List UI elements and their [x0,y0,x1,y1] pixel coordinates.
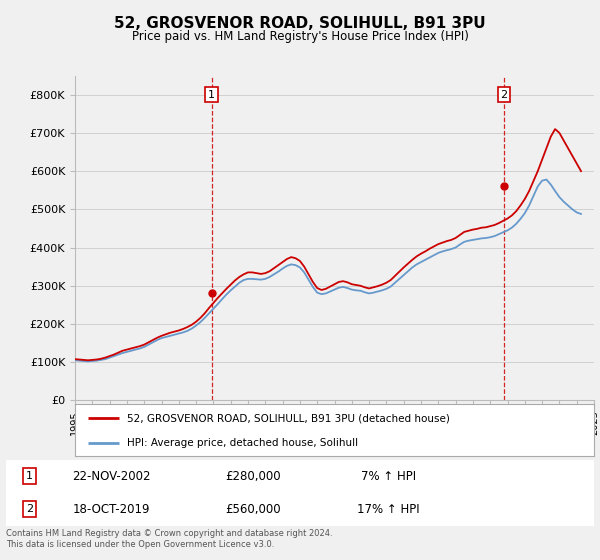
Text: Price paid vs. HM Land Registry's House Price Index (HPI): Price paid vs. HM Land Registry's House … [131,30,469,43]
Text: 18-OCT-2019: 18-OCT-2019 [73,503,151,516]
Text: £560,000: £560,000 [225,503,281,516]
Text: 17% ↑ HPI: 17% ↑ HPI [357,503,419,516]
Text: 1: 1 [208,90,215,100]
Text: 52, GROSVENOR ROAD, SOLIHULL, B91 3PU: 52, GROSVENOR ROAD, SOLIHULL, B91 3PU [114,16,486,31]
Text: 7% ↑ HPI: 7% ↑ HPI [361,470,416,483]
Text: Contains HM Land Registry data © Crown copyright and database right 2024.
This d: Contains HM Land Registry data © Crown c… [6,529,332,549]
Text: 2: 2 [500,90,508,100]
Text: 22-NOV-2002: 22-NOV-2002 [73,470,151,483]
Text: 52, GROSVENOR ROAD, SOLIHULL, B91 3PU (detached house): 52, GROSVENOR ROAD, SOLIHULL, B91 3PU (d… [127,413,450,423]
Text: 1: 1 [26,471,33,481]
Text: HPI: Average price, detached house, Solihull: HPI: Average price, detached house, Soli… [127,438,358,449]
Text: £280,000: £280,000 [225,470,281,483]
Text: 2: 2 [26,504,33,514]
